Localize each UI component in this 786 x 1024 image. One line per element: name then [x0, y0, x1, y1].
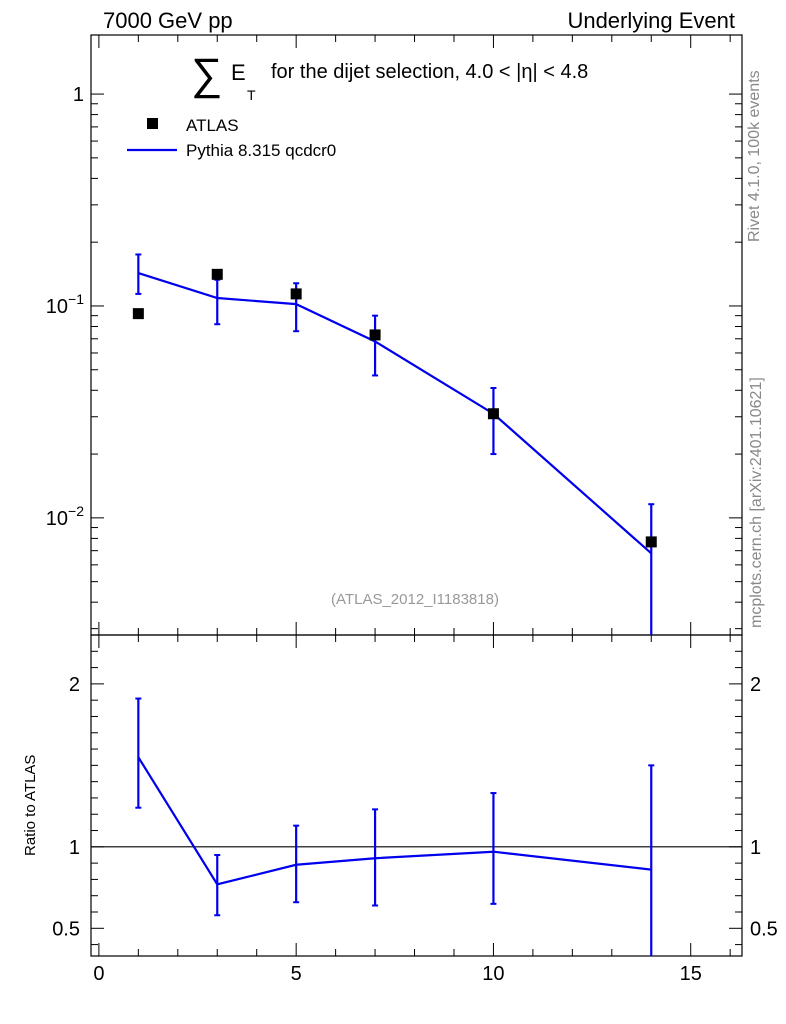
main-y-tick-label: 10−1 — [46, 291, 84, 318]
mc-series-line — [138, 271, 652, 555]
title-sum-symbol: ∑ — [191, 50, 222, 99]
watermark: (ATLAS_2012_I1183818) — [331, 591, 499, 608]
plot-title: ∑ E T for the dijet selection, 4.0 < |η|… — [191, 50, 588, 103]
x-tick-label: 15 — [680, 963, 702, 985]
ratio-y-tick-label-left: 1 — [69, 837, 80, 859]
atlas-data-point — [369, 329, 381, 341]
axis-ticks — [91, 35, 742, 956]
legend: ATLAS Pythia 8.315 qcdcr0 — [127, 116, 336, 160]
main-y-tick-label: 1 — [73, 84, 84, 106]
data-marks — [91, 253, 742, 956]
x-tick-label: 10 — [482, 963, 504, 985]
title-e-letter: E — [231, 60, 246, 85]
header-right: Underlying Event — [567, 8, 735, 33]
title-text: for the dijet selection, 4.0 < |η| < 4.8 — [271, 61, 588, 83]
ratio-ylabel: Ratio to ATLAS — [22, 754, 39, 856]
ratio-y-tick-label-right: 2 — [750, 674, 761, 696]
ratio-y-tick-label-left: 2 — [69, 674, 80, 696]
side-label-mcplots: mcplots.cern.ch [arXiv:2401.10621] — [748, 377, 765, 628]
header-left: 7000 GeV pp — [103, 8, 233, 33]
legend-mc-label: Pythia 8.315 qcdcr0 — [186, 141, 336, 160]
ratio-series-line — [137, 756, 652, 886]
ratio-plot-frame — [90, 634, 743, 957]
main-y-tick-label: 10−2 — [46, 503, 84, 530]
ratio-y-tick-label-right: 0.5 — [750, 918, 778, 940]
ratio-y-tick-label-left: 0.5 — [52, 918, 80, 940]
atlas-data-point — [487, 408, 499, 420]
atlas-data-point — [290, 288, 302, 300]
x-tick-label: 0 — [93, 963, 104, 985]
plot-frames — [90, 34, 743, 957]
ratio-y-tick-label-right: 1 — [750, 837, 761, 859]
atlas-data-point — [211, 268, 223, 280]
side-label-rivet: Rivet 4.1.0, 100k events — [746, 70, 763, 242]
atlas-data-point — [645, 536, 657, 548]
x-tick-label: 5 — [291, 963, 302, 985]
legend-atlas-label: ATLAS — [186, 116, 239, 135]
atlas-data-point — [132, 308, 144, 320]
tick-labels: 0 5 10 15 10−2 10−1 1 0.5 0.5 1 1 2 2 — [46, 84, 778, 985]
title-subscript: T — [247, 87, 256, 103]
legend-atlas-marker — [147, 118, 158, 129]
